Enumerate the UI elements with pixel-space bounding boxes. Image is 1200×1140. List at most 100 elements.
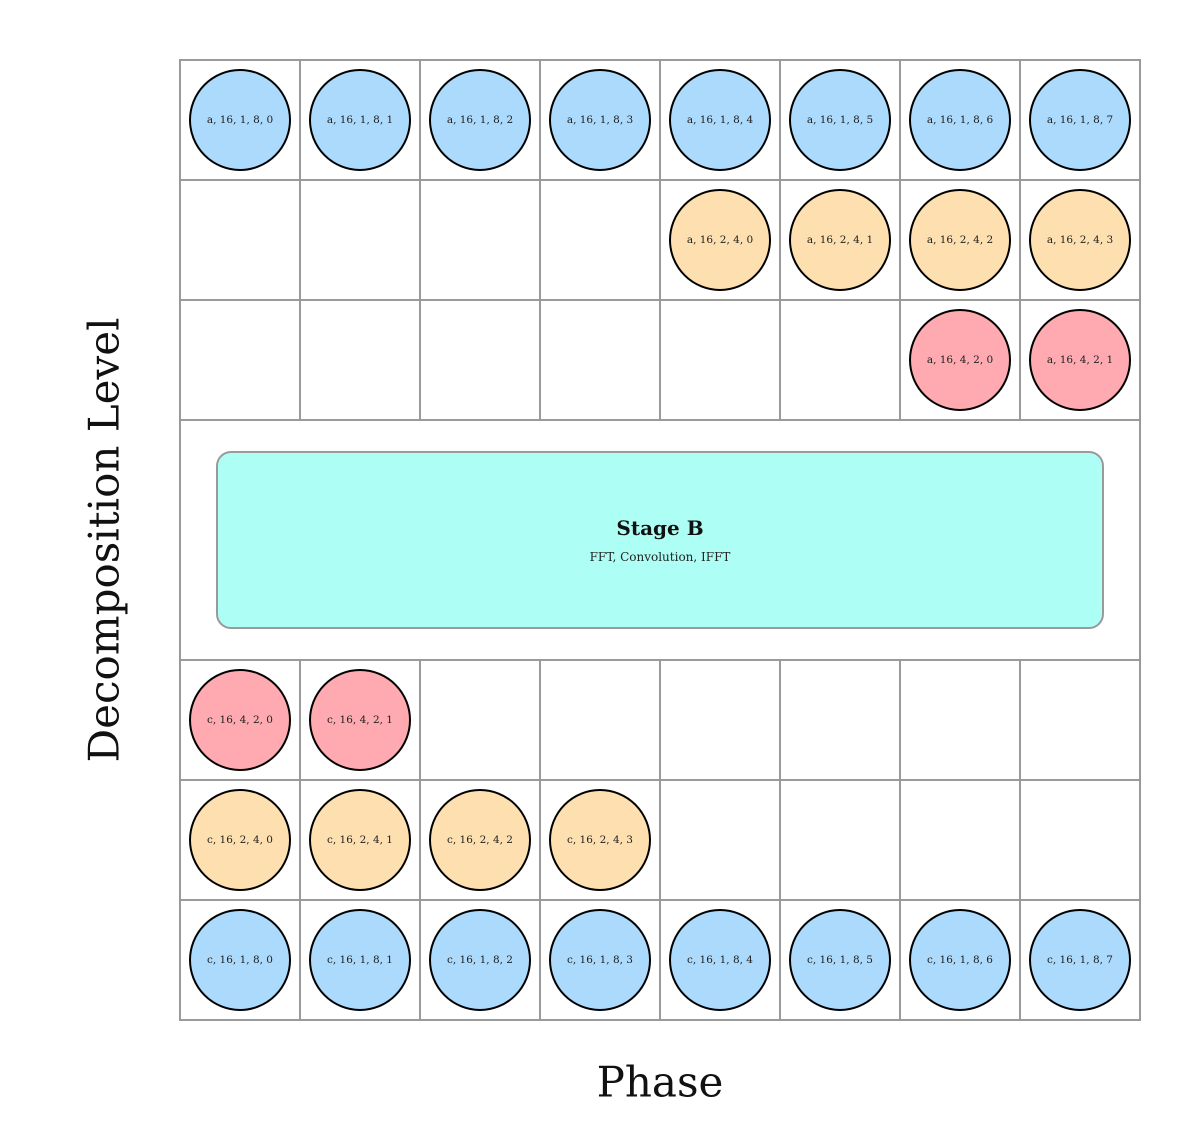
node-circle <box>789 189 891 291</box>
node-label: c, 16, 4, 2, 1 <box>327 714 393 726</box>
node-circle <box>909 189 1011 291</box>
node-a-level-2-1: a, 16, 2, 4, 1 <box>789 189 891 291</box>
node-label: c, 16, 1, 8, 3 <box>567 954 633 966</box>
node-circle <box>189 669 291 771</box>
node-label: a, 16, 1, 8, 0 <box>207 114 273 126</box>
node-c-level-1-6: c, 16, 1, 8, 6 <box>909 909 1011 1011</box>
node-c-level-1-3: c, 16, 1, 8, 3 <box>549 909 651 1011</box>
stage-box <box>216 451 1104 629</box>
node-c-level-1-7: c, 16, 1, 8, 7 <box>1029 909 1131 1011</box>
node-label: a, 16, 4, 2, 0 <box>927 354 993 366</box>
node-c-level-1-1: c, 16, 1, 8, 1 <box>309 909 411 1011</box>
node-c-level-1-5: c, 16, 1, 8, 5 <box>789 909 891 1011</box>
grid-cell <box>659 779 781 901</box>
node-label: a, 16, 2, 4, 0 <box>687 234 753 246</box>
node-c-level-4-0: c, 16, 4, 2, 0 <box>189 669 291 771</box>
node-a-level-1-7: a, 16, 1, 8, 7 <box>1029 69 1131 171</box>
node-c-level-4-1: c, 16, 4, 2, 1 <box>309 669 411 771</box>
node-label: c, 16, 2, 4, 3 <box>567 834 633 846</box>
grid-cell <box>779 659 901 781</box>
node-circle <box>1029 909 1131 1011</box>
node-label: c, 16, 1, 8, 4 <box>687 954 753 966</box>
node-circle <box>549 909 651 1011</box>
node-label: c, 16, 1, 8, 0 <box>207 954 273 966</box>
node-label: c, 16, 1, 8, 7 <box>1047 954 1113 966</box>
node-a-level-1-4: a, 16, 1, 8, 4 <box>669 69 771 171</box>
node-circle <box>549 69 651 171</box>
node-label: c, 16, 1, 8, 1 <box>327 954 393 966</box>
node-a-level-2-0: a, 16, 2, 4, 0 <box>669 189 771 291</box>
node-circle <box>429 909 531 1011</box>
node-label: c, 16, 1, 8, 5 <box>807 954 873 966</box>
node-circle <box>909 309 1011 411</box>
node-circle <box>189 789 291 891</box>
node-a-level-1-2: a, 16, 1, 8, 2 <box>429 69 531 171</box>
node-label: a, 16, 1, 8, 7 <box>1047 114 1113 126</box>
grid-cell <box>179 299 301 421</box>
node-circle <box>1029 69 1131 171</box>
node-circle <box>309 69 411 171</box>
node-label: a, 16, 2, 4, 1 <box>807 234 873 246</box>
grid-cell <box>419 299 541 421</box>
grid-cell <box>779 779 901 901</box>
grid-cell <box>659 299 781 421</box>
stage-title: Stage B <box>616 516 703 540</box>
node-a-level-2-3: a, 16, 2, 4, 3 <box>1029 189 1131 291</box>
node-circle <box>309 669 411 771</box>
node-a-level-1-5: a, 16, 1, 8, 5 <box>789 69 891 171</box>
grid-cell <box>179 179 301 301</box>
node-c-level-2-1: c, 16, 2, 4, 1 <box>309 789 411 891</box>
node-circle <box>669 189 771 291</box>
grid-cell <box>899 779 1021 901</box>
node-label: a, 16, 1, 8, 5 <box>807 114 873 126</box>
node-label: c, 16, 4, 2, 0 <box>207 714 273 726</box>
node-circle <box>309 909 411 1011</box>
node-label: a, 16, 1, 8, 3 <box>567 114 633 126</box>
node-circle <box>189 909 291 1011</box>
node-label: a, 16, 1, 8, 1 <box>327 114 393 126</box>
node-c-level-1-2: c, 16, 1, 8, 2 <box>429 909 531 1011</box>
node-circle <box>909 909 1011 1011</box>
nodes: a, 16, 1, 8, 0 a, 16, 1, 8, 1 a, 16, 1, 8,… <box>189 69 1131 1011</box>
node-circle <box>309 789 411 891</box>
node-circle <box>189 69 291 171</box>
node-label: a, 16, 2, 4, 3 <box>1047 234 1113 246</box>
node-circle <box>1029 309 1131 411</box>
node-a-level-1-3: a, 16, 1, 8, 3 <box>549 69 651 171</box>
grid-cell <box>419 659 541 781</box>
grid-cell <box>539 299 661 421</box>
stage-subtitle: FFT, Convolution, IFFT <box>590 550 731 564</box>
grid-cell <box>1019 779 1141 901</box>
node-label: a, 16, 2, 4, 2 <box>927 234 993 246</box>
node-c-level-1-4: c, 16, 1, 8, 4 <box>669 909 771 1011</box>
node-label: a, 16, 4, 2, 1 <box>1047 354 1113 366</box>
grid-cell <box>299 299 421 421</box>
node-a-level-4-0: a, 16, 4, 2, 0 <box>909 309 1011 411</box>
node-circle <box>789 69 891 171</box>
node-label: a, 16, 1, 8, 6 <box>927 114 994 126</box>
node-circle <box>669 69 771 171</box>
node-label: c, 16, 2, 4, 1 <box>327 834 393 846</box>
node-c-level-1-0: c, 16, 1, 8, 0 <box>189 909 291 1011</box>
node-circle <box>669 909 771 1011</box>
stage-b: Stage B FFT, Convolution, IFFT <box>216 451 1104 629</box>
node-c-level-2-2: c, 16, 2, 4, 2 <box>429 789 531 891</box>
node-label: c, 16, 1, 8, 6 <box>927 954 993 966</box>
node-circle <box>909 69 1011 171</box>
node-c-level-2-0: c, 16, 2, 4, 0 <box>189 789 291 891</box>
grid-cell <box>899 659 1021 781</box>
grid-cell <box>1019 659 1141 781</box>
node-label: c, 16, 2, 4, 2 <box>447 834 513 846</box>
x-axis-label: Phase <box>597 1058 724 1107</box>
node-circle <box>1029 189 1131 291</box>
node-circle <box>789 909 891 1011</box>
node-circle <box>429 69 531 171</box>
node-a-level-1-6: a, 16, 1, 8, 6 <box>909 69 1011 171</box>
grid-cell <box>539 179 661 301</box>
node-label: a, 16, 1, 8, 2 <box>447 114 513 126</box>
node-label: c, 16, 2, 4, 0 <box>207 834 273 846</box>
node-circle <box>549 789 651 891</box>
node-a-level-1-0: a, 16, 1, 8, 0 <box>189 69 291 171</box>
y-axis-label: Decomposition Level <box>80 317 129 762</box>
